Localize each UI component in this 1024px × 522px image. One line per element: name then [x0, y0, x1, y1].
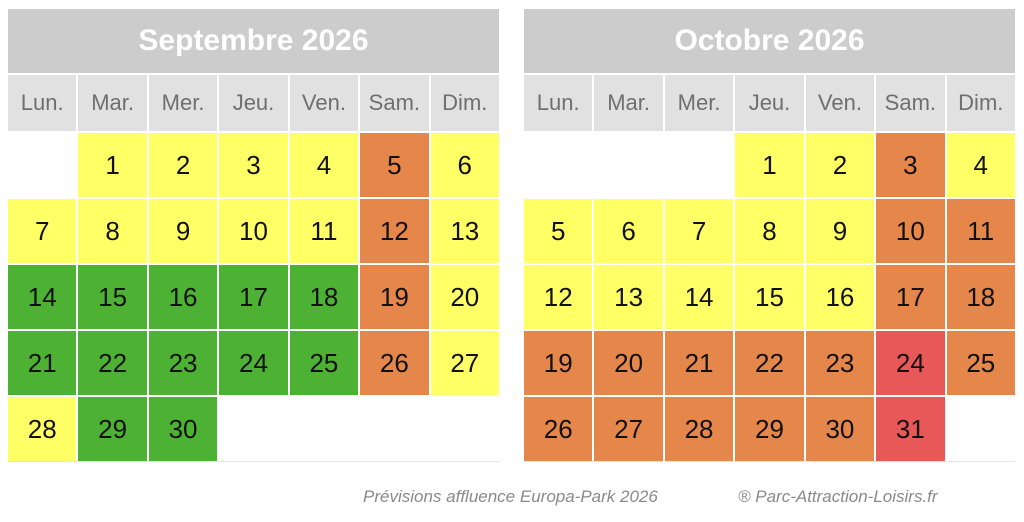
weekday-header: Mar.: [594, 75, 663, 131]
day-cell: 27: [430, 331, 499, 395]
day-cell: 3: [219, 133, 288, 197]
weekday-header: Ven.: [289, 75, 359, 131]
empty-day-cell: [946, 397, 1015, 461]
day-cell: 9: [148, 199, 218, 263]
day-cell: 10: [876, 199, 945, 263]
month-title: Octobre 2026: [524, 9, 1015, 75]
weekday-header: Jeu.: [219, 75, 288, 131]
day-cell: 7: [664, 199, 734, 263]
day-cell: 12: [360, 199, 429, 263]
day-cell: 26: [360, 331, 429, 395]
day-cell: 16: [805, 265, 875, 329]
day-cell: 23: [805, 331, 875, 395]
weekday-header: Sam.: [360, 75, 429, 131]
day-cell: 20: [430, 265, 499, 329]
divider: [8, 461, 499, 478]
day-cell: 13: [594, 265, 663, 329]
weekday-header: Ven.: [805, 75, 875, 131]
day-cell: 25: [946, 331, 1015, 395]
weekday-header: Jeu.: [735, 75, 804, 131]
empty-day-cell: [219, 397, 288, 461]
weekday-header: Dim.: [430, 75, 499, 131]
day-cell: 21: [8, 331, 77, 395]
calendar-grid: Lun. Mar. Mer. Jeu. Ven. Sam. Dim. 1 2 3 4 5 6 7 8 9 10 1…: [8, 75, 499, 461]
day-cell: 30: [148, 397, 218, 461]
day-cell: 30: [805, 397, 875, 461]
day-cell: 7: [8, 199, 77, 263]
day-cell: 12: [524, 265, 593, 329]
day-cell: 29: [78, 397, 147, 461]
day-cell: 27: [594, 397, 663, 461]
day-cell: 19: [524, 331, 593, 395]
footer-copyright: ® Parc-Attraction-Loisirs.fr: [738, 487, 938, 506]
day-cell: 4: [946, 133, 1015, 197]
weekday-header: Mer.: [664, 75, 734, 131]
calendar-grid: Lun. Mar. Mer. Jeu. Ven. Sam. Dim. 1 2 3 4 5 6 7 8 9 10 1…: [524, 75, 1015, 461]
day-cell: 25: [289, 331, 359, 395]
day-cell: 14: [8, 265, 77, 329]
day-cell: 28: [8, 397, 77, 461]
day-cell: 6: [594, 199, 663, 263]
day-cell: 6: [430, 133, 499, 197]
day-cell: 9: [805, 199, 875, 263]
day-cell: 26: [524, 397, 593, 461]
day-cell: 2: [148, 133, 218, 197]
day-cell: 22: [735, 331, 804, 395]
month-title: Septembre 2026: [8, 9, 499, 75]
day-cell: 15: [735, 265, 804, 329]
weekday-header: Mar.: [78, 75, 147, 131]
day-cell: 17: [219, 265, 288, 329]
day-cell: 1: [78, 133, 147, 197]
day-cell: 13: [430, 199, 499, 263]
day-cell: 31: [876, 397, 945, 461]
day-cell: 15: [78, 265, 147, 329]
empty-day-cell: [524, 133, 593, 197]
calendar-september: Septembre 2026 Lun. Mar. Mer. Jeu. Ven. Sam. D…: [8, 9, 499, 478]
day-cell: 5: [524, 199, 593, 263]
day-cell: 19: [360, 265, 429, 329]
day-cell: 1: [735, 133, 804, 197]
weekday-header: Sam.: [876, 75, 945, 131]
empty-day-cell: [360, 397, 429, 461]
day-cell: 14: [664, 265, 734, 329]
day-cell: 8: [735, 199, 804, 263]
day-cell: 11: [289, 199, 359, 263]
day-cell: 20: [594, 331, 663, 395]
day-cell: 21: [664, 331, 734, 395]
day-cell: 18: [289, 265, 359, 329]
day-cell: 28: [664, 397, 734, 461]
empty-day-cell: [594, 133, 663, 197]
day-cell: 24: [219, 331, 288, 395]
day-cell: 22: [78, 331, 147, 395]
weekday-header: Dim.: [946, 75, 1015, 131]
divider: [524, 461, 1015, 478]
day-cell: 10: [219, 199, 288, 263]
day-cell: 17: [876, 265, 945, 329]
weekday-header: Lun.: [524, 75, 593, 131]
day-cell: 4: [289, 133, 359, 197]
empty-day-cell: [664, 133, 734, 197]
empty-day-cell: [8, 133, 77, 197]
day-cell: 29: [735, 397, 804, 461]
empty-day-cell: [289, 397, 359, 461]
day-cell: 11: [946, 199, 1015, 263]
day-cell: 18: [946, 265, 1015, 329]
footer-caption: Prévisions affluence Europa-Park 2026: [363, 487, 658, 506]
day-cell: 5: [360, 133, 429, 197]
weekday-header: Mer.: [148, 75, 218, 131]
day-cell: 23: [148, 331, 218, 395]
day-cell: 2: [805, 133, 875, 197]
day-cell: 8: [78, 199, 147, 263]
day-cell: 3: [876, 133, 945, 197]
day-cell: 16: [148, 265, 218, 329]
weekday-header: Lun.: [8, 75, 77, 131]
day-cell: 24: [876, 331, 945, 395]
empty-day-cell: [430, 397, 499, 461]
calendar-october: Octobre 2026 Lun. Mar. Mer. Jeu. Ven. Sam. Dim…: [524, 9, 1015, 478]
